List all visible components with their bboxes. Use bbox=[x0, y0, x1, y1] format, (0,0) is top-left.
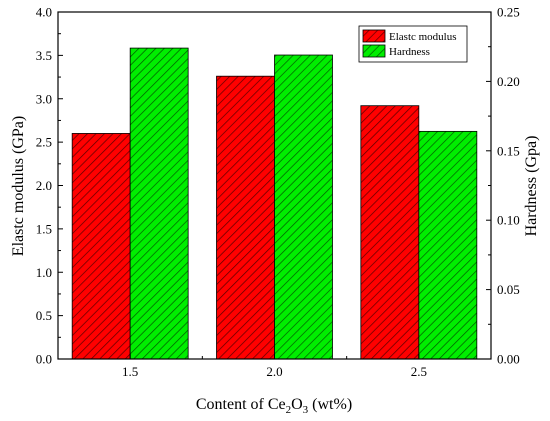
right-tick-label: 0.20 bbox=[497, 74, 520, 89]
left-tick-label: 2.5 bbox=[36, 135, 52, 150]
x-axis-title: Content of Ce2O3 (wt%) bbox=[196, 396, 352, 416]
right-tick-label: 0.15 bbox=[497, 143, 520, 158]
left-tick-label: 0.5 bbox=[36, 308, 52, 323]
legend-label-hardness: Hardness bbox=[389, 46, 430, 58]
x-axis-ticks: 1.5 2.0 2.5 bbox=[122, 354, 427, 379]
bar-hardness-2-0 bbox=[274, 54, 333, 360]
x-tick-label: 2.5 bbox=[411, 364, 427, 379]
bar-elastc-modulus-2-0 bbox=[216, 75, 275, 360]
x-tick-label: 1.5 bbox=[122, 364, 138, 379]
left-tick-label: 2.0 bbox=[36, 178, 52, 193]
y-axis-right-title: Hardness (Gpa) bbox=[523, 136, 540, 237]
legend-swatch-hardness bbox=[362, 44, 386, 58]
left-tick-label: 3.5 bbox=[36, 48, 52, 63]
legend: Elastc modulus Hardness bbox=[358, 25, 468, 63]
left-tick-label: 3.0 bbox=[36, 91, 52, 106]
left-tick-label: 1.5 bbox=[36, 221, 52, 236]
x-tick-label: 2.0 bbox=[266, 364, 282, 379]
bar-elastc-modulus-1-5 bbox=[71, 133, 131, 360]
x-axis-title-prefix: Content of Ce bbox=[196, 396, 286, 413]
left-tick-label: 4.0 bbox=[36, 5, 52, 20]
bar-hardness-1-5 bbox=[129, 47, 189, 360]
left-tick-label: 0.0 bbox=[36, 352, 52, 367]
y-axis-left-title: Elastc modulus (GPa) bbox=[10, 116, 27, 256]
legend-label-elastic: Elastc modulus bbox=[389, 31, 457, 43]
bar-elastc-modulus-2-5 bbox=[360, 105, 420, 360]
right-tick-label: 0.10 bbox=[497, 213, 520, 228]
x-axis-title-suffix: (wt%) bbox=[308, 396, 352, 413]
right-tick-label: 0.00 bbox=[497, 352, 520, 367]
legend-swatch-elastic bbox=[362, 29, 386, 43]
left-axis-ticks: 0.0 0.5 1.0 1.5 2.0 2.5 3.0 3.5 4.0 bbox=[36, 5, 63, 367]
left-tick-label: 1.0 bbox=[36, 265, 52, 280]
right-tick-label: 0.25 bbox=[497, 5, 520, 20]
x-axis-title-sub1: 2 bbox=[286, 404, 292, 416]
right-tick-label: 0.05 bbox=[497, 282, 520, 297]
x-axis-title-sub2: 3 bbox=[303, 404, 309, 416]
bars-group bbox=[71, 47, 478, 360]
x-axis-title-mid: O bbox=[291, 396, 303, 413]
bar-hardness-2-5 bbox=[418, 130, 478, 360]
right-axis-ticks: 0.00 0.05 0.10 0.15 0.20 0.25 bbox=[486, 5, 520, 367]
